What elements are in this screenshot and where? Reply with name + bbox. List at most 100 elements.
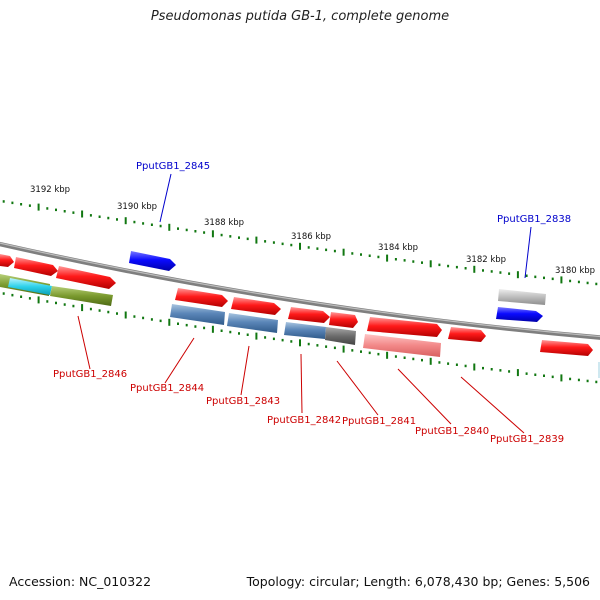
minor-tick — [89, 307, 92, 311]
kbp-label-3188: 3188 kbp — [204, 218, 244, 228]
minor-tick — [464, 364, 467, 368]
minor-tick — [28, 204, 31, 207]
minor-tick — [116, 312, 118, 315]
minor-tick — [551, 375, 554, 379]
minor-tick — [11, 293, 14, 297]
gene-label-2844[interactable]: PputGB1_2844 — [130, 383, 204, 394]
gene-label-2846[interactable]: PputGB1_2846 — [53, 369, 127, 380]
major-tick — [429, 260, 432, 268]
minor-tick — [543, 374, 545, 377]
major-tick — [37, 296, 40, 304]
major-tick — [473, 363, 476, 371]
map-title: Pseudomonas putida GB-1, complete genome — [150, 9, 450, 24]
gene-arrow[interactable] — [363, 334, 441, 357]
minor-tick — [89, 214, 92, 217]
leader-lines — [77, 173, 532, 434]
gene-arrow[interactable] — [325, 327, 356, 345]
minor-tick — [150, 223, 153, 226]
genome-summary-text: Topology: circular; Length: 6,078,430 bp… — [246, 574, 590, 589]
minor-tick — [482, 366, 484, 370]
gene-label-2841[interactable]: PputGB1_2841 — [342, 416, 416, 427]
minor-tick — [272, 241, 275, 244]
gene-arrow[interactable] — [50, 286, 113, 306]
major-tick — [560, 276, 563, 284]
minor-tick — [46, 207, 49, 210]
major-tick — [255, 236, 258, 244]
minor-tick — [98, 309, 101, 312]
gene-label-2842[interactable]: PputGB1_2842 — [267, 415, 341, 426]
gene-arrow[interactable] — [170, 304, 225, 325]
minor-tick — [55, 301, 57, 305]
minor-tick — [133, 220, 136, 224]
gene-arrow-2838[interactable] — [496, 307, 543, 322]
minor-tick — [220, 233, 223, 237]
minor-tick — [142, 222, 145, 225]
major-tick — [124, 217, 127, 225]
minor-tick — [281, 242, 284, 246]
minor-tick — [525, 274, 528, 277]
gene-label-2839[interactable]: PputGB1_2839 — [490, 434, 564, 445]
minor-tick — [46, 300, 49, 303]
gene-arrow[interactable] — [284, 322, 326, 339]
gene-arrow-2845[interactable] — [129, 251, 176, 271]
gene-arrow[interactable] — [0, 254, 14, 267]
major-tick — [386, 254, 389, 262]
minor-tick — [307, 246, 310, 249]
gene-arrow[interactable] — [14, 257, 58, 276]
minor-tick — [55, 208, 57, 212]
kbp-label-3184: 3184 kbp — [378, 243, 418, 253]
inner-tick-track — [2, 292, 598, 384]
minor-tick — [63, 210, 66, 213]
minor-tick — [490, 270, 493, 273]
major-tick — [299, 339, 301, 347]
minor-tick — [464, 267, 467, 270]
minor-tick — [360, 253, 362, 256]
gene-arrow[interactable] — [56, 266, 116, 289]
major-tick — [516, 271, 519, 279]
gene-arrow[interactable] — [8, 278, 52, 295]
minor-tick — [577, 280, 580, 284]
minor-tick — [203, 326, 206, 330]
gene-label-2840[interactable]: PputGB1_2840 — [415, 426, 489, 437]
minor-tick — [586, 281, 589, 285]
minor-tick — [185, 228, 188, 232]
major-tick — [255, 332, 258, 340]
reverse-genes — [0, 274, 600, 378]
gene-label-2843[interactable]: PputGB1_2843 — [206, 396, 280, 407]
minor-tick — [351, 252, 354, 255]
minor-tick — [421, 358, 423, 362]
minor-tick — [508, 370, 511, 373]
major-tick — [211, 325, 214, 333]
forward-genes — [0, 251, 546, 322]
minor-tick — [438, 263, 441, 267]
minor-tick — [351, 349, 354, 352]
gene-arrow[interactable] — [540, 340, 593, 356]
minor-tick — [2, 200, 5, 203]
gene-arrow[interactable] — [329, 312, 358, 328]
gene-arrow[interactable] — [448, 327, 486, 342]
gene-arrow[interactable] — [231, 297, 281, 315]
minor-tick — [368, 351, 371, 355]
gene-label-2845[interactable]: PputGB1_2845 — [136, 161, 210, 172]
minor-tick — [534, 373, 537, 376]
minor-tick — [220, 329, 223, 332]
gene-arrow[interactable] — [175, 288, 228, 307]
gene-arrow[interactable] — [498, 289, 546, 305]
minor-tick — [421, 261, 423, 264]
minor-tick — [264, 336, 267, 339]
minor-tick — [72, 304, 75, 308]
kbp-label-3190: 3190 kbp — [117, 202, 157, 212]
major-tick — [429, 357, 432, 365]
minor-tick — [63, 303, 66, 306]
gene-arrow[interactable] — [367, 317, 442, 337]
genome-backbone — [0, 241, 600, 340]
gene-arrow[interactable] — [288, 307, 330, 323]
accession-text: Accession: NC_010322 — [9, 574, 152, 589]
gene-label-2838[interactable]: PputGB1_2838 — [497, 214, 571, 225]
minor-tick — [159, 319, 162, 323]
gene-arrow[interactable] — [227, 313, 278, 333]
minor-tick — [325, 345, 328, 348]
minor-tick — [499, 369, 502, 372]
minor-tick — [116, 218, 118, 221]
minor-tick — [499, 271, 502, 274]
